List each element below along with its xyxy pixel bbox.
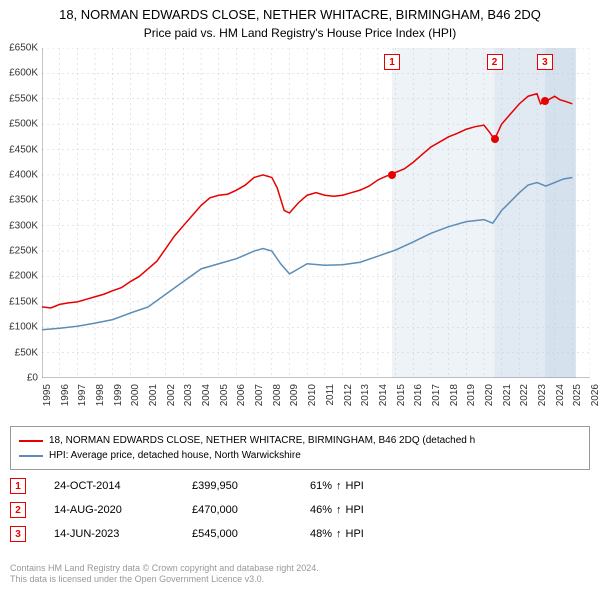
legend-label: 18, NORMAN EDWARDS CLOSE, NETHER WHITACR…	[49, 435, 475, 446]
attribution: Contains HM Land Registry data © Crown c…	[10, 563, 319, 586]
sales-row: 3 14-JUN-2023 £545,000 48% ↑ HPI	[10, 522, 590, 546]
y-tick-label: £350K	[9, 195, 38, 206]
y-tick-label: £400K	[9, 169, 38, 180]
sales-row: 2 14-AUG-2020 £470,000 46% ↑ HPI	[10, 498, 590, 522]
x-tick-label: 2002	[166, 384, 177, 406]
x-tick-label: 1999	[113, 384, 124, 406]
x-tick-label: 1996	[60, 384, 71, 406]
x-tick-label: 2023	[537, 384, 548, 406]
x-tick-label: 2004	[201, 384, 212, 406]
x-tick-label: 2024	[555, 384, 566, 406]
chart-marker: 2	[487, 54, 503, 70]
chart-marker: 1	[384, 54, 400, 70]
x-tick-label: 1995	[42, 384, 53, 406]
x-tick-label: 2022	[519, 384, 530, 406]
x-tick-label: 2018	[449, 384, 460, 406]
chart-band	[392, 48, 495, 378]
legend-label: HPI: Average price, detached house, Nort…	[49, 450, 301, 461]
sales-date: 24-OCT-2014	[54, 480, 164, 492]
chart-plot-area: 1 2 3	[42, 48, 590, 378]
sales-marker: 1	[10, 478, 26, 494]
y-tick-label: £300K	[9, 220, 38, 231]
x-tick-label: 2005	[219, 384, 230, 406]
x-tick-label: 2020	[484, 384, 495, 406]
sales-date: 14-AUG-2020	[54, 504, 164, 516]
sales-hpi-suffix: HPI	[346, 528, 364, 540]
sales-hpi: 48% ↑ HPI	[310, 528, 364, 540]
x-tick-label: 2013	[360, 384, 371, 406]
x-tick-label: 2026	[590, 384, 600, 406]
x-tick-label: 2001	[148, 384, 159, 406]
y-tick-label: £250K	[9, 246, 38, 257]
x-tick-label: 2009	[289, 384, 300, 406]
x-tick-label: 2021	[502, 384, 513, 406]
chart-band	[495, 48, 545, 378]
attribution-line1: Contains HM Land Registry data © Crown c…	[10, 563, 319, 575]
y-tick-label: £50K	[15, 347, 38, 358]
chart-container: 18, NORMAN EDWARDS CLOSE, NETHER WHITACR…	[0, 0, 600, 590]
y-axis: £0£50K£100K£150K£200K£250K£300K£350K£400…	[0, 48, 40, 378]
attribution-line2: This data is licensed under the Open Gov…	[10, 574, 319, 586]
sales-pct: 46%	[310, 504, 332, 516]
sale-point-dot	[491, 135, 499, 143]
y-tick-label: £650K	[9, 43, 38, 54]
y-tick-label: £450K	[9, 144, 38, 155]
sales-hpi: 46% ↑ HPI	[310, 504, 364, 516]
sale-point-dot	[388, 171, 396, 179]
legend-swatch	[19, 440, 43, 442]
sales-price: £545,000	[192, 528, 282, 540]
sales-row: 1 24-OCT-2014 £399,950 61% ↑ HPI	[10, 474, 590, 498]
chart-svg	[42, 48, 590, 378]
sales-marker: 2	[10, 502, 26, 518]
x-tick-label: 2007	[254, 384, 265, 406]
x-tick-label: 2000	[130, 384, 141, 406]
x-tick-label: 2011	[325, 384, 336, 406]
x-tick-label: 2003	[183, 384, 194, 406]
x-tick-label: 1998	[95, 384, 106, 406]
x-tick-label: 2014	[378, 384, 389, 406]
x-tick-label: 2012	[343, 384, 354, 406]
x-tick-label: 2006	[236, 384, 247, 406]
arrow-up-icon: ↑	[336, 480, 342, 492]
sales-hpi-suffix: HPI	[346, 480, 364, 492]
arrow-up-icon: ↑	[336, 504, 342, 516]
sales-pct: 61%	[310, 480, 332, 492]
sales-pct: 48%	[310, 528, 332, 540]
x-tick-label: 1997	[77, 384, 88, 406]
legend-item: HPI: Average price, detached house, Nort…	[19, 448, 581, 463]
x-tick-label: 2019	[466, 384, 477, 406]
sale-point-dot	[541, 97, 549, 105]
y-tick-label: £500K	[9, 119, 38, 130]
x-tick-label: 2025	[572, 384, 583, 406]
chart-subtitle: Price paid vs. HM Land Registry's House …	[0, 24, 600, 40]
x-tick-label: 2017	[431, 384, 442, 406]
legend-box: 18, NORMAN EDWARDS CLOSE, NETHER WHITACR…	[10, 426, 590, 470]
chart-title: 18, NORMAN EDWARDS CLOSE, NETHER WHITACR…	[0, 0, 600, 24]
x-axis: 1995 1996 1997 1998 1999 2000 2001 2002 2003 2004…	[42, 380, 590, 430]
sales-table: 1 24-OCT-2014 £399,950 61% ↑ HPI 2 14-AUG-2020 £…	[10, 474, 590, 546]
sales-price: £399,950	[192, 480, 282, 492]
chart-marker: 3	[537, 54, 553, 70]
sales-price: £470,000	[192, 504, 282, 516]
sales-hpi-suffix: HPI	[346, 504, 364, 516]
x-tick-label: 2015	[396, 384, 407, 406]
legend-swatch	[19, 455, 43, 457]
legend-item: 18, NORMAN EDWARDS CLOSE, NETHER WHITACR…	[19, 433, 581, 448]
chart-band	[545, 48, 576, 378]
arrow-up-icon: ↑	[336, 528, 342, 540]
y-tick-label: £550K	[9, 93, 38, 104]
sales-marker: 3	[10, 526, 26, 542]
y-tick-label: £200K	[9, 271, 38, 282]
x-tick-label: 2010	[307, 384, 318, 406]
y-tick-label: £150K	[9, 296, 38, 307]
x-tick-label: 2016	[413, 384, 424, 406]
x-tick-label: 2008	[272, 384, 283, 406]
y-tick-label: £600K	[9, 68, 38, 79]
sales-hpi: 61% ↑ HPI	[310, 480, 364, 492]
y-tick-label: £100K	[9, 322, 38, 333]
sales-date: 14-JUN-2023	[54, 528, 164, 540]
y-tick-label: £0	[27, 373, 38, 384]
